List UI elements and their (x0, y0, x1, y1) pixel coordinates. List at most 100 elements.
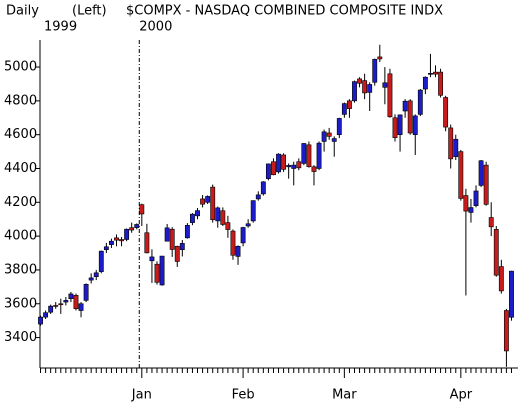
candle-body (230, 230, 236, 256)
candle-body (438, 71, 444, 96)
candle-body (38, 316, 43, 325)
candle-body (443, 97, 449, 128)
x-tick-label: Mar (332, 388, 357, 403)
candle-body (367, 84, 373, 93)
candle-body (271, 161, 276, 176)
axis-side-label: (Left) (72, 4, 107, 19)
candle-body (103, 246, 109, 250)
y-tick-label: 3400 (4, 330, 37, 345)
candle-body (301, 143, 307, 164)
x-tick-label: Apr (450, 388, 473, 403)
candle-body (205, 196, 211, 203)
candle-body (286, 165, 292, 168)
candle-body (179, 243, 185, 250)
candle-body (433, 71, 438, 75)
candle-body (316, 142, 322, 169)
candle-body (215, 207, 221, 222)
candle-body (453, 138, 459, 157)
candle-body (88, 277, 94, 281)
candle-body (291, 164, 297, 169)
candle-body (53, 305, 59, 307)
candle-body (336, 118, 342, 135)
candle-body (43, 312, 49, 318)
candle-body (488, 217, 494, 228)
candle-body (326, 132, 332, 137)
candle-body (240, 227, 246, 244)
candle-body (154, 263, 160, 283)
candle-body (119, 239, 124, 242)
candle-body (382, 82, 388, 88)
candle-body (220, 210, 226, 225)
candle-body (134, 224, 140, 228)
year-label: 2000 (139, 20, 172, 35)
candle-body (483, 164, 489, 205)
candle-body (58, 303, 64, 306)
candle-body (195, 210, 200, 217)
y-tick-label: 5000 (4, 60, 37, 75)
candle-body (397, 114, 403, 135)
candle-body (493, 229, 499, 276)
candle-body (362, 80, 368, 94)
candle-body (235, 245, 241, 257)
candle-body (250, 200, 256, 222)
candle-body (311, 166, 317, 172)
candle-body (341, 103, 347, 115)
candle-body (164, 227, 170, 242)
x-tick-label: Feb (232, 388, 255, 403)
candle-body (392, 117, 398, 139)
candle-body (265, 163, 271, 179)
candle-body (478, 160, 484, 186)
candle-body (428, 73, 433, 75)
candle-body (468, 207, 474, 213)
candle-body (407, 100, 413, 134)
candle-body (417, 89, 423, 115)
candle-body (73, 294, 79, 309)
y-tick-label: 4800 (4, 93, 37, 108)
candle-body (296, 161, 302, 169)
candle-body (448, 127, 454, 160)
y-tick-label: 4400 (4, 161, 37, 176)
period-label: Daily (6, 4, 39, 19)
year-label: 1999 (44, 20, 77, 35)
candle-body (255, 194, 261, 200)
y-tick-label: 3800 (4, 262, 37, 277)
x-tick-label: Jan (131, 388, 152, 403)
candle-body (276, 153, 281, 173)
candle-body (306, 144, 312, 167)
candle-body (422, 76, 428, 90)
candle-body (346, 100, 352, 109)
y-tick-label: 4000 (4, 229, 37, 244)
candle-body (509, 270, 514, 318)
candle-body (387, 73, 393, 118)
candle-body (402, 100, 408, 112)
candle-body (184, 225, 190, 239)
candle-body (260, 181, 266, 195)
candle-body (159, 255, 165, 286)
candle-body (331, 138, 337, 142)
candle-body (210, 186, 216, 221)
candle-body (281, 154, 287, 170)
candle-body (124, 228, 130, 240)
candle-body (93, 272, 99, 278)
candle-body (174, 245, 180, 262)
candle-body (149, 256, 155, 262)
candle-body (225, 222, 231, 230)
candle-body (321, 131, 327, 142)
candle-body (377, 56, 383, 60)
candle-body (357, 78, 362, 84)
candle-body (139, 204, 145, 215)
candle-body (98, 250, 104, 272)
candle-body (463, 195, 469, 212)
y-tick-label: 4600 (4, 127, 37, 142)
candle-body (190, 213, 195, 223)
candle-body (114, 237, 119, 241)
candle-body (48, 305, 54, 313)
candle-body (129, 227, 135, 231)
candle-body (83, 284, 89, 301)
candle-body (498, 266, 504, 292)
candle-body (473, 190, 479, 206)
candle-body (78, 303, 84, 311)
candle-body (372, 58, 378, 83)
candle-body (63, 300, 69, 303)
